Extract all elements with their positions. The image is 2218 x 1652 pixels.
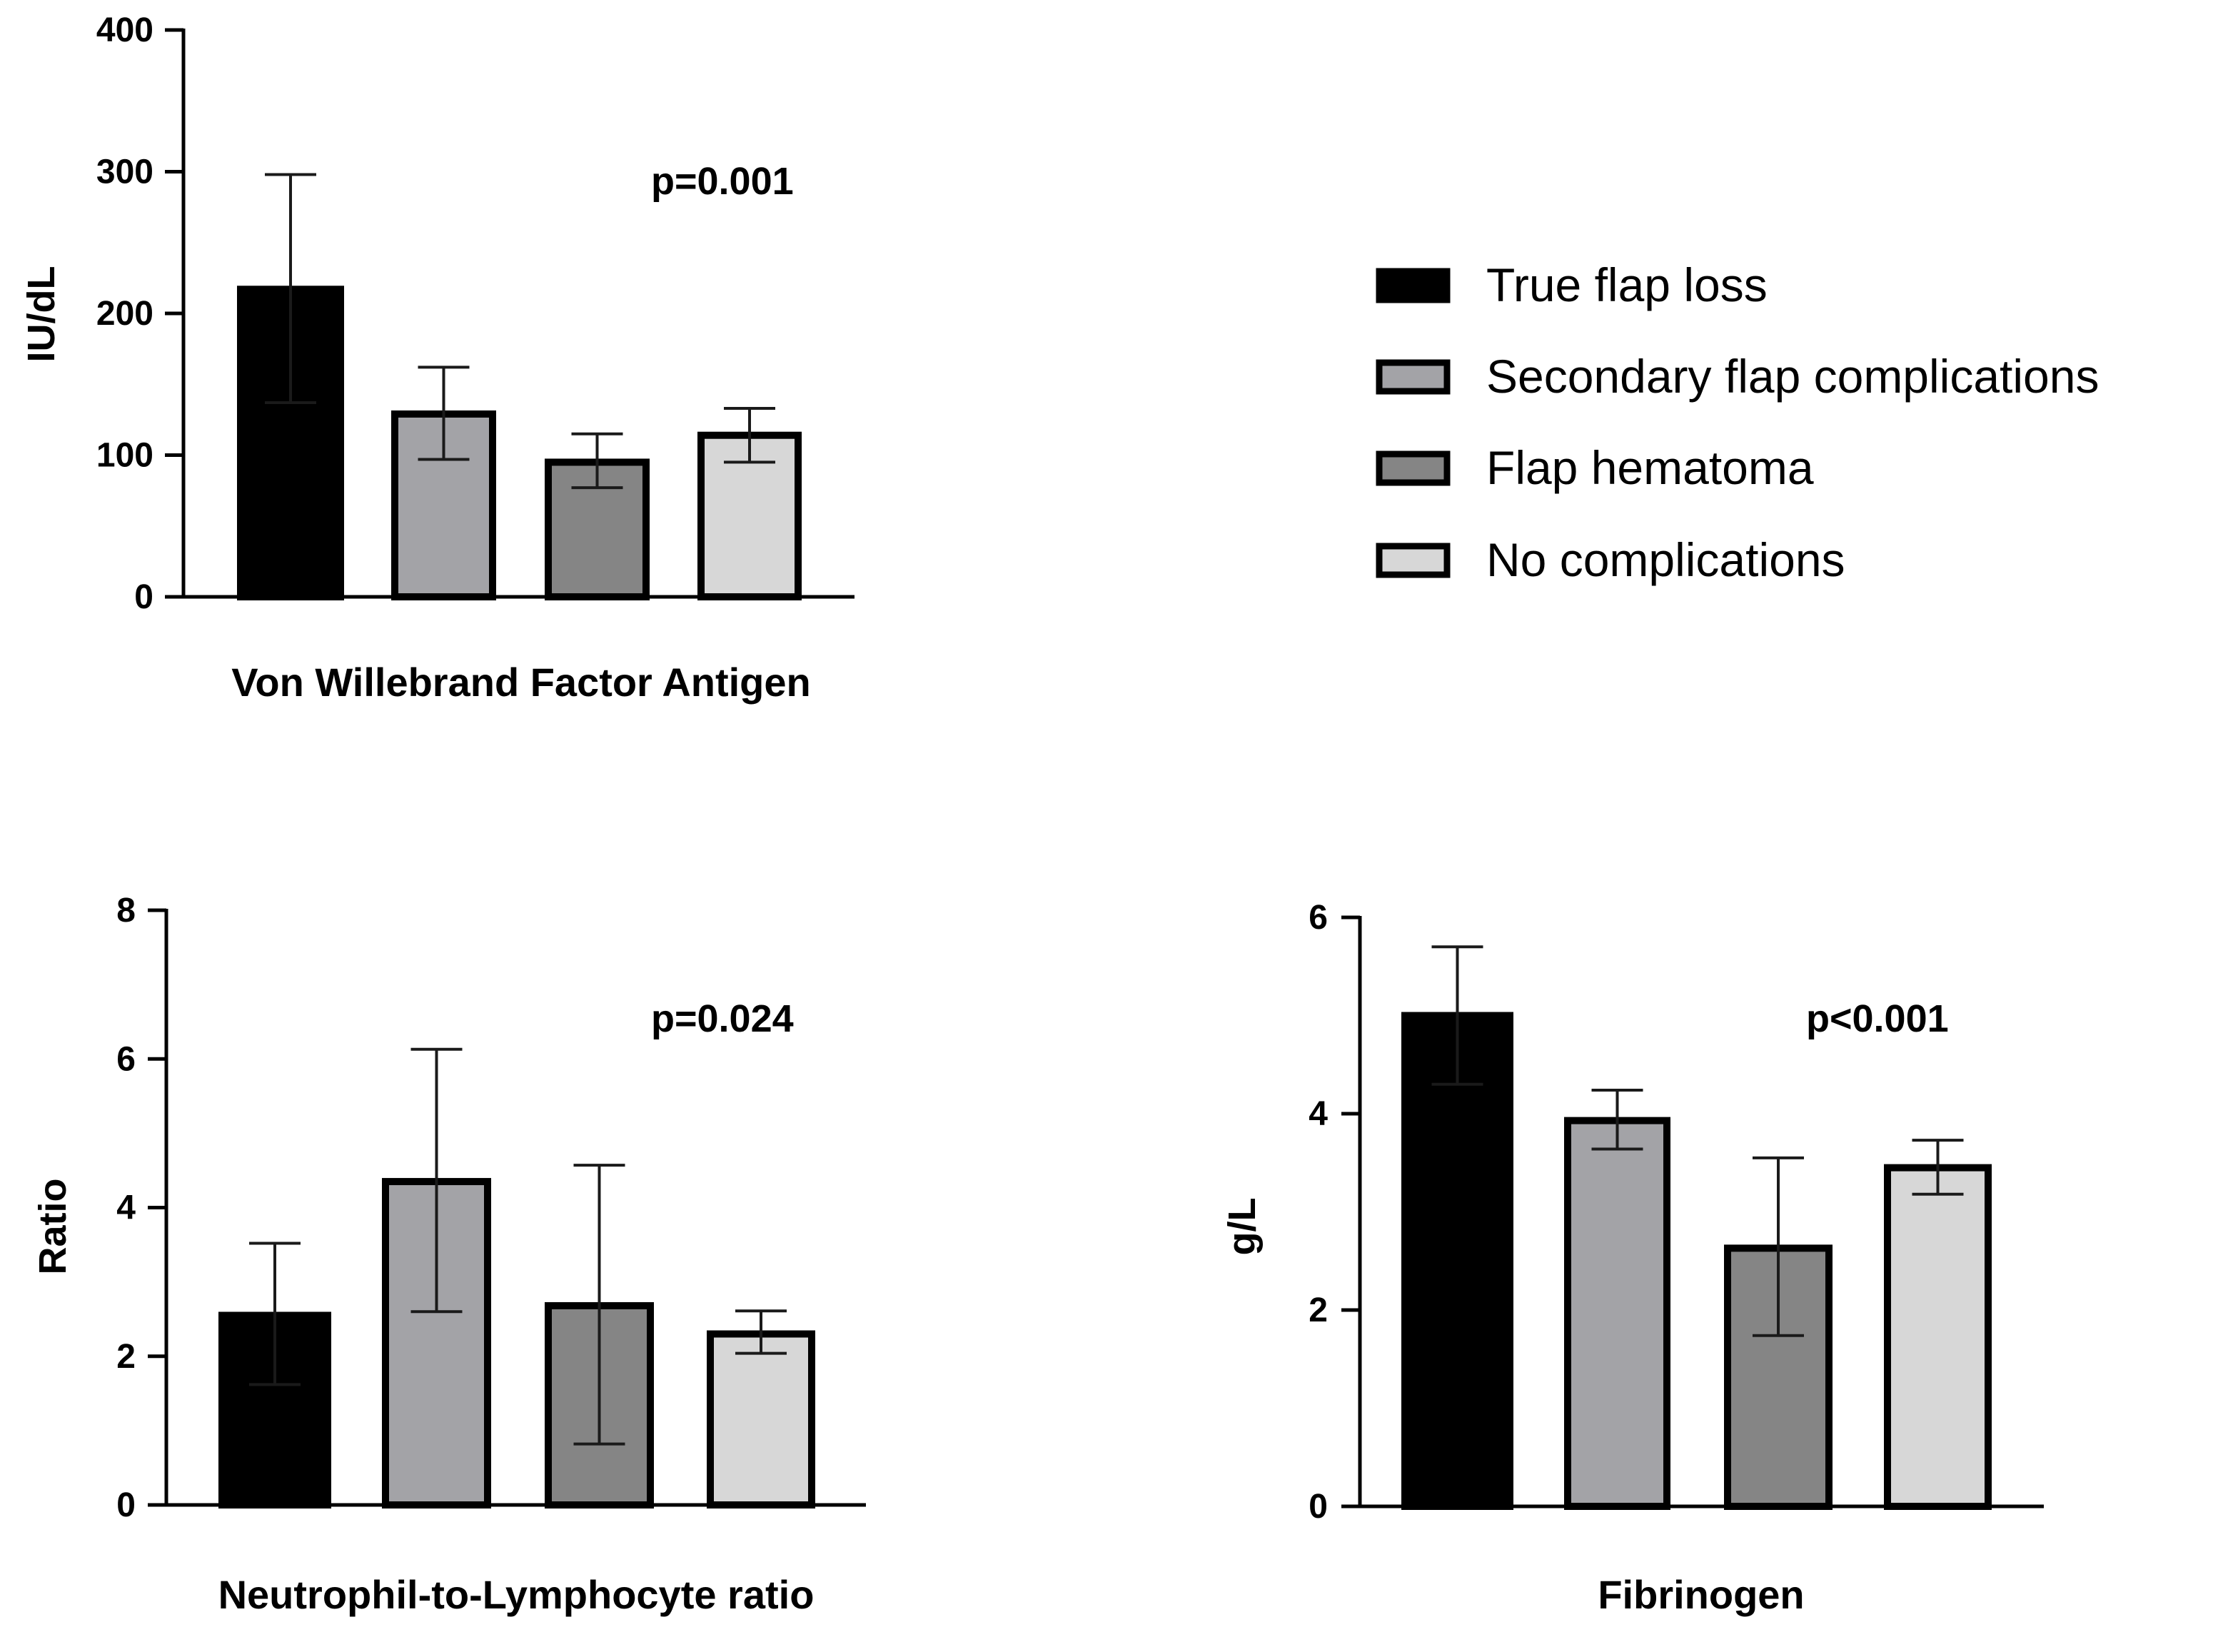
legend-label: Flap hematoma (1486, 441, 1814, 494)
p-value-annotation: p=0.001 (651, 160, 794, 203)
y-tick-label: 300 (96, 153, 153, 191)
y-tick-label: 0 (116, 1486, 136, 1524)
y-tick-label: 400 (96, 11, 153, 49)
legend-swatch (1376, 268, 1451, 303)
y-tick-label: 2 (116, 1338, 136, 1376)
y-axis-label: IU/dL (20, 266, 63, 363)
chart-nlr: 0 2 4 6 8 Ratio p=0.024 Neutrophil-to-Lymphocyt… (31, 892, 866, 1617)
legend-label: True flap loss (1486, 258, 1768, 311)
y-tick-label: 6 (116, 1040, 136, 1078)
y-tick-label: 100 (96, 437, 153, 475)
legend-swatch (1376, 543, 1451, 578)
bar (707, 1330, 815, 1509)
y-tick-label: 4 (1309, 1095, 1328, 1133)
bar (1401, 1012, 1513, 1510)
y-tick-label: 0 (1309, 1488, 1328, 1526)
y-axis-label: g/L (1221, 1198, 1264, 1256)
legend-label: Secondary flap complications (1486, 350, 2099, 403)
y-tick-label: 6 (1309, 899, 1328, 937)
y-axis-label: Ratio (31, 1179, 74, 1275)
p-value-annotation: p=0.024 (651, 997, 794, 1040)
legend-swatch (1376, 359, 1451, 395)
chart-title: Von Willebrand Factor Antigen (231, 660, 811, 705)
legend-swatch (1376, 450, 1451, 486)
bar (1564, 1117, 1670, 1510)
y-tick-label: 4 (116, 1189, 136, 1227)
bar (1884, 1164, 1992, 1510)
chart-title: Neutrophil-to-Lymphocyte ratio (218, 1572, 815, 1617)
p-value-annotation: p<0.001 (1806, 997, 1949, 1040)
y-tick-label: 2 (1309, 1291, 1328, 1329)
chart-vwf-antigen: 0 100 200 300 400 IU/dL p=0.001 Von Willebrand … (20, 11, 855, 705)
y-tick-label: 200 (96, 295, 153, 333)
y-tick-label: 8 (116, 892, 136, 930)
chart-fibrinogen: 0 2 4 6 g/L p<0.001 Fibrinogen (1221, 899, 2044, 1617)
chart-title: Fibrinogen (1598, 1572, 1804, 1617)
legend-label: No complications (1486, 533, 1845, 586)
legend: True flap loss Secondary flap complicatio… (1376, 258, 2099, 586)
y-tick-label: 0 (134, 578, 153, 616)
